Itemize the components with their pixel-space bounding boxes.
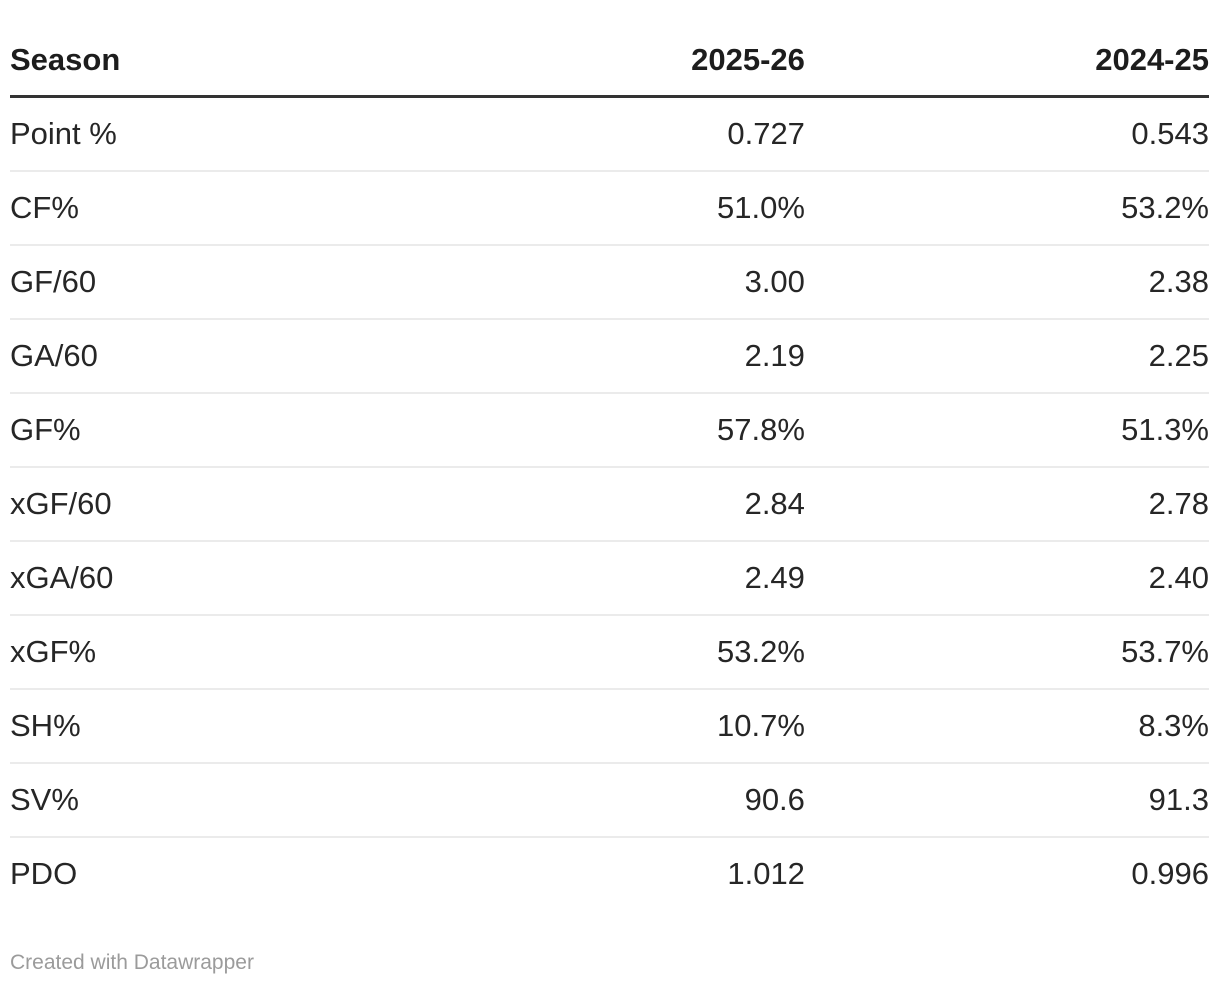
metric-label: SH% [10,689,406,764]
metric-value: 91.3 [804,763,1209,838]
metric-value: 0.727 [405,96,805,172]
metric-value: 1.012 [727,856,805,891]
table-row: SV% 90.6 91.3 [10,763,1209,838]
metric-label: xGF% [10,615,406,690]
metric-value: 0.543 [804,96,1209,172]
table-row: Point % 0.727 0.543 [10,96,1209,172]
metric-label: xGF/60 [10,467,406,542]
table-body: Point % 0.727 0.543 CF% 51.0% 53.2% GF/60 3.00 2… [10,96,1209,911]
metric-value: 2.78 [804,467,1209,542]
metric-value: 51.3% [804,393,1209,468]
table-row: xGF/60 2.84 2.78 [10,467,1209,542]
metric-value: 2.84 [405,467,805,542]
table-row: SH% 10.7% 8.3% [10,689,1209,764]
table-row: PDO 1.012 0.996 [10,837,1209,910]
metric-value: 8.3% [804,689,1209,764]
column-header-season: Season [10,0,406,98]
table-row: CF% 51.0% 53.2% [10,171,1209,246]
metric-value: 0.996 [1131,856,1209,891]
metric-value: 10.7% [405,689,805,764]
table-row: xGA/60 2.49 2.40 [10,541,1209,616]
metric-label: Point % [10,96,406,172]
metric-value: 2.25 [804,319,1209,394]
table-row: GA/60 2.19 2.25 [10,319,1209,394]
column-header-2025-26: 2025-26 [405,0,805,98]
metric-value: 53.2% [405,615,805,690]
metric-value: 3.00 [405,245,805,320]
attribution-text: Created with Datawrapper [10,951,254,974]
metric-value: 2.38 [804,245,1209,320]
metric-value: 57.8% [405,393,805,468]
metric-label: GA/60 [10,319,406,394]
metric-label: xGA/60 [10,541,406,616]
metric-value: 2.19 [405,319,805,394]
metric-value: 2.49 [405,541,805,616]
table-row: GF% 57.8% 51.3% [10,393,1209,468]
metric-value: 53.2% [804,171,1209,246]
metric-label: PDO [10,856,78,891]
table-row: GF/60 3.00 2.38 [10,245,1209,320]
metric-value: 53.7% [804,615,1209,690]
metric-value: 90.6 [405,763,805,838]
metric-label: GF% [10,393,406,468]
metric-label: CF% [10,171,406,246]
header-row: Season 2025-26 2024-25 [10,0,1209,98]
column-header-2024-25: 2024-25 [804,0,1209,98]
metric-label: GF/60 [10,245,406,320]
metric-label: SV% [10,763,406,838]
table-row: xGF% 53.2% 53.7% [10,615,1209,690]
season-stats-table: Season 2025-26 2024-25 Point % 0.727 0.543… [10,0,1209,910]
metric-value: 51.0% [405,171,805,246]
metric-value: 2.40 [804,541,1209,616]
